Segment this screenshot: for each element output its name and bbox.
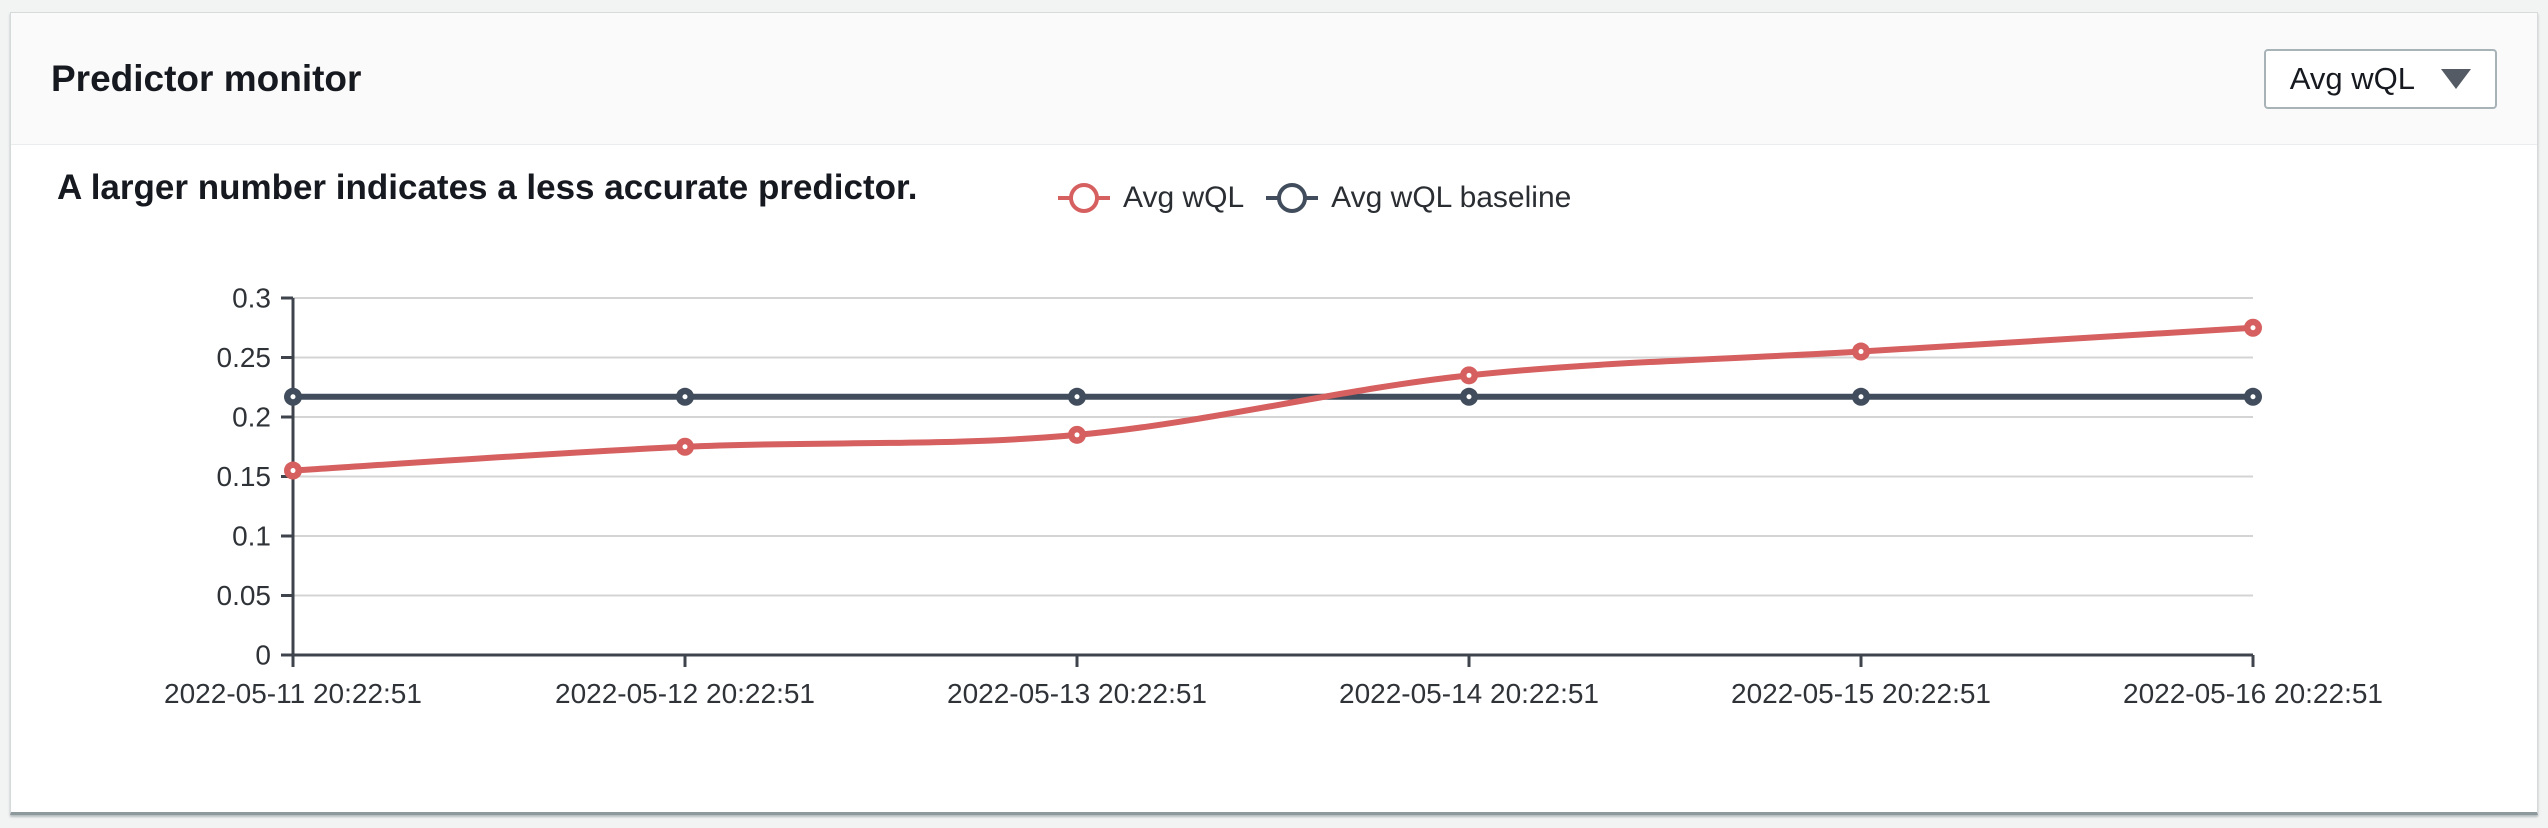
- data-point-center: [1074, 394, 1080, 400]
- legend-series-marker-icon: [1266, 183, 1319, 213]
- line-chart: 0 0.05 0.1 0.15 0.2 0.25 0.3 2022-05-11 20:22:5…: [164, 283, 2383, 710]
- legend-item[interactable]: Avg wQL: [1058, 178, 1244, 218]
- y-tick-label: 0.25: [217, 342, 272, 373]
- legend-item[interactable]: Avg wQL baseline: [1266, 178, 1571, 218]
- data-point-center: [682, 444, 688, 450]
- y-tick-label: 0.3: [232, 283, 271, 314]
- x-tick-label: 2022-05-15 20:22:51: [1731, 678, 1991, 709]
- data-point-center: [1466, 394, 1472, 400]
- x-tick-label: 2022-05-16 20:22:51: [2123, 678, 2383, 709]
- metric-dropdown-value: Avg wQL: [2289, 60, 2415, 96]
- x-tick-label: 2022-05-11 20:22:51: [164, 678, 422, 709]
- data-point-center: [290, 394, 296, 400]
- metric-dropdown[interactable]: Avg wQL: [2263, 48, 2497, 109]
- data-point-center: [682, 394, 688, 400]
- chart-legend: Avg wQL Avg wQL baseline: [1058, 176, 1571, 220]
- data-point-center: [290, 468, 296, 474]
- data-point-center: [1858, 394, 1864, 400]
- panel-header: Predictor monitor Avg wQL: [11, 13, 2537, 145]
- series-line: [290, 324, 2256, 474]
- x-tick-label: 2022-05-12 20:22:51: [555, 678, 815, 709]
- caret-down-icon: [2441, 68, 2471, 89]
- data-point-center: [1466, 372, 1472, 378]
- legend-label: Avg wQL: [1123, 181, 1245, 214]
- x-tick-label: 2022-05-14 20:22:51: [1339, 678, 1599, 709]
- x-tick-label: 2022-05-13 20:22:51: [947, 678, 1207, 709]
- y-tick-label: 0.2: [232, 402, 271, 433]
- predictor-monitor-panel: Predictor monitor Avg wQL 0 0.05 0.1 0.15 0.…: [10, 12, 2538, 815]
- y-tick-label: 0.1: [232, 521, 271, 552]
- legend-label: Avg wQL baseline: [1331, 181, 1572, 214]
- y-tick-label: 0.05: [217, 580, 272, 611]
- panel-body: 0 0.05 0.1 0.15 0.2 0.25 0.3 2022-05-11 20:22:5…: [11, 146, 2537, 812]
- y-tick-label: 0.15: [217, 461, 272, 492]
- data-point-center: [2250, 394, 2256, 400]
- chart-subtitle: A larger number indicates a less accurat…: [57, 168, 918, 207]
- y-tick-label: 0: [255, 640, 271, 671]
- panel-title: Predictor monitor: [51, 57, 362, 99]
- data-point-center: [1858, 349, 1864, 355]
- data-point-center: [1074, 432, 1080, 438]
- data-point-center: [2250, 325, 2256, 331]
- legend-series-marker-icon: [1058, 183, 1110, 213]
